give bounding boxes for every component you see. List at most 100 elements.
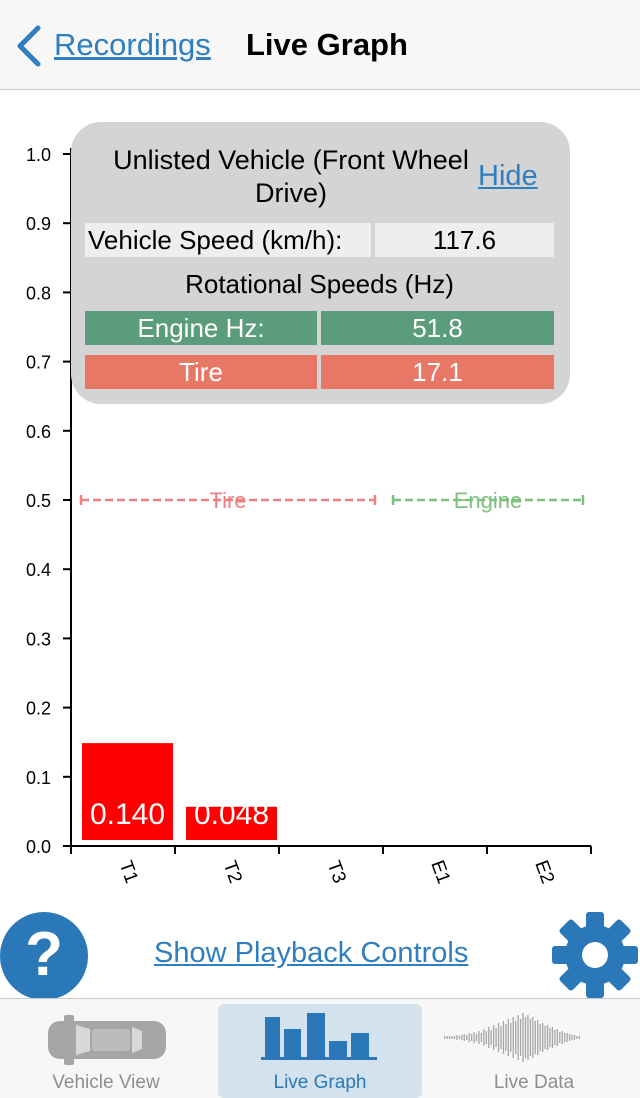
waveform-bar xyxy=(510,1023,512,1052)
tire-value: 17.1 xyxy=(321,355,554,389)
y-tick-label: 0.9 xyxy=(26,214,51,234)
tab-live-graph[interactable]: Live Graph xyxy=(218,999,422,1098)
engine-label: Engine Hz: xyxy=(85,311,317,345)
waveform-bar xyxy=(522,1013,524,1062)
waveform-bar xyxy=(564,1033,566,1042)
waveform-bar xyxy=(517,1015,519,1060)
tab-vehicle-view[interactable]: Vehicle View xyxy=(0,999,212,1098)
waveform-bar xyxy=(573,1035,576,1040)
bar-value-label: 0.048 xyxy=(194,798,269,831)
y-tick-label: 0.0 xyxy=(26,837,51,857)
bar xyxy=(82,743,173,840)
waveform-bar xyxy=(468,1033,470,1042)
waveform-bar xyxy=(539,1024,541,1051)
waveform-bar xyxy=(556,1029,558,1046)
waveform-bar xyxy=(497,1023,500,1052)
x-tick-label: T2 xyxy=(219,858,246,886)
waveform-bar xyxy=(478,1031,480,1044)
waveform-bar xyxy=(524,1017,527,1058)
waveform-bar xyxy=(505,1024,507,1051)
back-chevron-icon[interactable] xyxy=(14,24,44,68)
bar xyxy=(186,806,277,840)
tab-label-live-data: Live Data xyxy=(493,1072,575,1093)
y-tick-label: 0.7 xyxy=(26,353,51,373)
page-title: Live Graph xyxy=(246,27,408,62)
waveform-bar xyxy=(568,1034,571,1041)
waveform-icon xyxy=(444,1013,581,1062)
waveform-bar xyxy=(542,1023,544,1052)
waveform-bar xyxy=(571,1035,573,1040)
vehicle-info-panel: Unlisted Vehicle (Front Wheel Drive) Hid… xyxy=(71,122,570,404)
y-tick-label: 0.2 xyxy=(26,699,51,719)
waveform-bar xyxy=(549,1028,551,1047)
back-button[interactable]: Recordings xyxy=(54,27,211,62)
waveform-bar xyxy=(527,1015,529,1060)
waveform-bar xyxy=(559,1032,561,1043)
y-tick-label: 0.5 xyxy=(26,491,51,511)
waveform-bar xyxy=(578,1036,581,1039)
reference-line-label: Engine xyxy=(454,488,523,513)
vehicle-speed-label: Vehicle Speed (km/h): xyxy=(85,223,371,257)
tab-live-data[interactable]: Live Data xyxy=(428,999,640,1098)
show-playback-controls-button[interactable]: Show Playback Controls xyxy=(154,937,469,969)
car-icon xyxy=(48,1015,166,1065)
waveform-bar xyxy=(532,1017,534,1058)
waveform-bar xyxy=(493,1025,495,1050)
waveform-bar xyxy=(502,1021,505,1054)
waveform-bar xyxy=(475,1034,478,1041)
waveform-bar xyxy=(488,1027,490,1048)
waveform-bar xyxy=(512,1017,514,1058)
engine-value: 51.8 xyxy=(321,311,554,345)
x-tick-label: E1 xyxy=(426,858,454,887)
tire-label: Tire xyxy=(85,355,317,389)
y-tick-label: 1.0 xyxy=(26,145,51,165)
x-tick-label: T1 xyxy=(115,858,142,886)
waveform-bar xyxy=(544,1026,546,1049)
waveform-bar xyxy=(490,1030,492,1045)
waveform-bar xyxy=(495,1028,497,1047)
waveform-bar xyxy=(473,1032,475,1043)
waveform-bar xyxy=(554,1030,556,1045)
waveform-bar xyxy=(448,1036,451,1039)
tab-label-vehicle-view: Vehicle View xyxy=(52,1072,160,1093)
waveform-bar xyxy=(458,1036,460,1039)
waveform-bar xyxy=(483,1029,485,1046)
waveform-bar xyxy=(456,1035,458,1040)
engine-row: Engine Hz: 51.8 xyxy=(85,311,554,345)
y-tick-label: 0.6 xyxy=(26,422,51,442)
gear-icon[interactable] xyxy=(552,912,638,998)
waveform-bar xyxy=(576,1036,578,1039)
waveform-bar xyxy=(446,1036,448,1039)
waveform-bar xyxy=(566,1033,568,1042)
waveform-bar xyxy=(500,1026,502,1049)
vehicle-name: Unlisted Vehicle (Front Wheel Drive) xyxy=(113,145,469,208)
waveform-bar xyxy=(466,1035,468,1040)
x-tick-label: E2 xyxy=(530,858,558,887)
waveform-bar xyxy=(537,1020,539,1055)
tire-row: Tire 17.1 xyxy=(85,355,554,389)
waveform-bar xyxy=(507,1019,509,1056)
waveform-bar xyxy=(461,1035,463,1040)
waveform-bar xyxy=(519,1019,522,1056)
waveform-bar xyxy=(561,1031,563,1044)
y-tick-label: 0.3 xyxy=(26,629,51,649)
tab-bar: Vehicle View Live Graph Live Data xyxy=(0,998,640,1098)
waveform-bar xyxy=(453,1036,456,1039)
tab-label-live-graph: Live Graph xyxy=(273,1072,367,1093)
waveform-bar xyxy=(463,1034,465,1041)
bar-chart-icon xyxy=(261,1013,377,1060)
y-tick-label: 0.1 xyxy=(26,768,51,788)
hide-button[interactable]: Hide xyxy=(478,160,538,192)
waveform-bar xyxy=(470,1034,473,1041)
reference-line-label: Tire xyxy=(209,488,246,513)
bar-value-label: 0.140 xyxy=(90,798,165,831)
vehicle-speed-value: 117.6 xyxy=(375,223,554,257)
vehicle-speed-row: Vehicle Speed (km/h): 117.6 xyxy=(85,223,554,257)
navigation-bar: Recordings Live Graph xyxy=(0,0,640,90)
x-tick-label: T3 xyxy=(323,858,350,886)
waveform-bar xyxy=(529,1019,532,1056)
help-button[interactable]: ? xyxy=(0,912,88,1000)
waveform-bar xyxy=(480,1033,483,1042)
waveform-bar xyxy=(451,1036,453,1039)
waveform-bar xyxy=(551,1027,554,1048)
